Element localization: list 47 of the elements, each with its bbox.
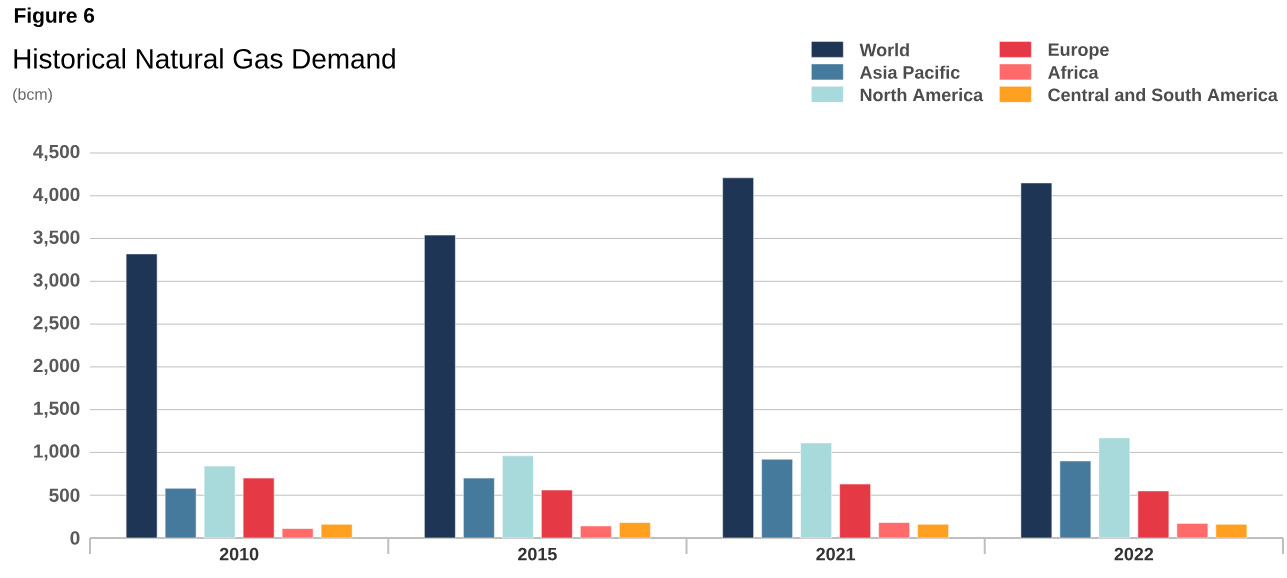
bar xyxy=(1215,524,1248,539)
bar xyxy=(1137,490,1170,539)
x-tick-label: 2010 xyxy=(219,547,259,561)
bar xyxy=(839,483,871,539)
y-tick-label: 2,500 xyxy=(33,316,80,333)
bar xyxy=(502,455,534,539)
y-axis-title: (bcm) xyxy=(13,88,52,104)
chart-title: Historical Natural Gas Demand xyxy=(14,48,395,69)
y-tick-label: 500 xyxy=(49,488,80,502)
bar xyxy=(125,253,158,539)
bar xyxy=(800,442,832,539)
bar xyxy=(1098,437,1131,539)
bar xyxy=(917,524,949,539)
y-tick-label: 4,000 xyxy=(33,187,80,204)
bar xyxy=(580,525,612,539)
caption: Figure 6 xyxy=(14,7,95,28)
bar xyxy=(1020,182,1053,539)
bar xyxy=(320,524,353,539)
legend-label: North America xyxy=(860,88,984,102)
y-tick-label: 4,500 xyxy=(33,144,80,162)
bar xyxy=(541,489,573,539)
y-tick-label: 1,500 xyxy=(34,401,80,418)
bar xyxy=(281,528,314,539)
y-tick-label: 1,000 xyxy=(34,444,80,461)
bar xyxy=(619,522,651,539)
x-tick-label: 2022 xyxy=(1114,547,1154,561)
bar xyxy=(203,465,236,539)
legend-label: Europe xyxy=(1048,43,1109,60)
x-tick-label: 2021 xyxy=(816,547,856,561)
legend-label: Central and South America xyxy=(1048,88,1278,102)
bar xyxy=(424,234,456,539)
y-tick-label: 2,000 xyxy=(33,358,80,375)
legend-label: Asia Pacific xyxy=(860,65,960,79)
bar xyxy=(1176,523,1209,539)
legend-label: Africa xyxy=(1048,65,1099,79)
y-tick-label: 3,000 xyxy=(33,273,80,290)
bar xyxy=(1059,460,1092,539)
bar xyxy=(164,488,197,539)
legend-label: World xyxy=(859,43,909,57)
bar xyxy=(722,177,754,539)
y-tick-label: 0 xyxy=(70,531,80,545)
bar xyxy=(463,477,495,539)
bar xyxy=(242,477,275,539)
bar xyxy=(878,522,910,539)
y-tick-label: 3,500 xyxy=(33,230,80,247)
bar xyxy=(761,459,793,539)
x-tick-label: 2015 xyxy=(518,547,557,561)
